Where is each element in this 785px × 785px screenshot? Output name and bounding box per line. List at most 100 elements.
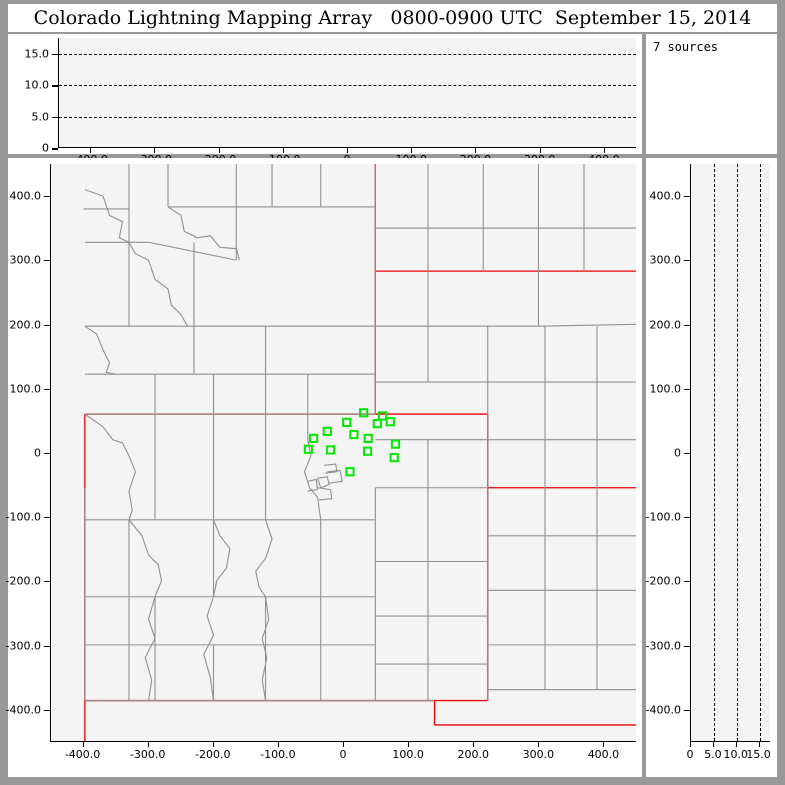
county-arapahoe bbox=[317, 487, 333, 501]
county-line-irregular-mtn2 bbox=[128, 519, 163, 597]
y-tick-label: 100.0 bbox=[649, 382, 682, 396]
time-height-panel: -400.0-300.0-200.0-100.00100.0200.0300.0… bbox=[8, 34, 642, 166]
y-tick-mark bbox=[684, 196, 690, 198]
y-tick-mark bbox=[52, 53, 58, 56]
y-tick-label: -100.0 bbox=[5, 510, 41, 524]
y-tick-mark bbox=[44, 645, 50, 647]
title-bar: Colorado Lightning Mapping Array 0800-09… bbox=[8, 4, 777, 32]
plan-view-plot-area[interactable] bbox=[50, 164, 636, 742]
x-tick-mark bbox=[282, 148, 284, 153]
lightning-source-marker[interactable] bbox=[345, 467, 355, 477]
y-tick-mark bbox=[684, 645, 690, 647]
lightning-source-marker[interactable] bbox=[325, 445, 336, 455]
y-tick-label: -200.0 bbox=[5, 574, 41, 588]
lightning-source-marker[interactable] bbox=[363, 433, 373, 443]
county-line-irregular-mtn4 bbox=[255, 519, 273, 598]
x-tick-mark bbox=[212, 742, 214, 747]
county-line-irregular-s1 bbox=[261, 596, 270, 701]
lightning-source-marker[interactable] bbox=[385, 417, 395, 427]
county-line-irregular-nw bbox=[84, 189, 130, 243]
y-tick-label: 400.0 bbox=[9, 189, 42, 203]
x-tick-label: -200.0 bbox=[195, 748, 231, 761]
x-tick-label: 200.0 bbox=[457, 748, 489, 761]
y-tick-mark bbox=[684, 453, 690, 454]
y-tick-label: 15.0 bbox=[24, 47, 50, 61]
gridline-vertical bbox=[759, 164, 761, 741]
y-tick-label: 0 bbox=[42, 141, 49, 155]
county-broomfield bbox=[323, 463, 338, 474]
x-tick-mark bbox=[218, 148, 220, 153]
x-tick-label: 10.0 bbox=[723, 748, 748, 761]
y-tick-label: 0 bbox=[34, 446, 41, 460]
lightning-source-marker[interactable] bbox=[362, 446, 373, 456]
x-tick-mark bbox=[411, 148, 413, 153]
time-height-plot-area[interactable] bbox=[58, 38, 636, 148]
x-tick-mark bbox=[538, 742, 540, 747]
y-tick-mark bbox=[684, 581, 690, 583]
lightning-source-marker[interactable] bbox=[303, 444, 313, 454]
y-tick-mark bbox=[44, 260, 50, 262]
x-tick-mark bbox=[473, 742, 475, 747]
lightning-source-marker[interactable] bbox=[372, 419, 382, 429]
y-tick-mark bbox=[684, 324, 690, 326]
x-tick-mark bbox=[277, 742, 279, 747]
lightning-source-marker[interactable] bbox=[309, 433, 319, 443]
lightning-source-marker[interactable] bbox=[377, 411, 388, 421]
y-tick-label: 5.0 bbox=[31, 110, 50, 124]
lightning-source-marker[interactable] bbox=[349, 429, 359, 440]
y-tick-label: -100.0 bbox=[645, 510, 681, 524]
y-tick-mark bbox=[44, 517, 50, 519]
gridline-horizontal bbox=[59, 53, 636, 55]
y-tick-label: 400.0 bbox=[649, 189, 682, 203]
y-tick-mark bbox=[44, 709, 50, 711]
y-tick-label: -300.0 bbox=[645, 639, 681, 653]
lightning-source-marker[interactable] bbox=[390, 439, 401, 449]
y-tick-mark bbox=[44, 324, 50, 326]
x-tick-mark bbox=[539, 148, 541, 153]
lightning-source-marker[interactable] bbox=[359, 408, 369, 418]
county-jefferson bbox=[307, 478, 319, 492]
y-tick-mark bbox=[684, 517, 690, 519]
y-tick-mark bbox=[684, 709, 690, 711]
county-line-irregular-n1 bbox=[167, 206, 241, 261]
y-tick-label: 100.0 bbox=[9, 382, 42, 396]
plan-view-map-panel: -400.0 -300.0 -200.0 -100.0 0 100.0 200.0 300.0… bbox=[5, 158, 642, 777]
lightning-source-marker[interactable] bbox=[389, 453, 399, 463]
gridline-vertical bbox=[736, 164, 738, 741]
county-line-irregular-mtn1 bbox=[84, 413, 137, 520]
y-tick-label: -300.0 bbox=[5, 639, 41, 653]
x-tick-label: 0 bbox=[339, 748, 347, 761]
gridline-horizontal bbox=[59, 116, 636, 118]
x-tick-mark bbox=[603, 148, 605, 153]
y-tick-label: 0 bbox=[674, 446, 681, 460]
county-line-h-3 bbox=[148, 241, 237, 261]
y-tick-mark bbox=[684, 260, 690, 262]
x-tick-mark bbox=[758, 742, 760, 747]
gridline-horizontal bbox=[59, 85, 636, 87]
x-tick-mark bbox=[735, 742, 737, 747]
y-tick-label: -200.0 bbox=[645, 574, 681, 588]
y-tick-mark bbox=[44, 581, 50, 583]
y-tick-mark bbox=[52, 148, 58, 150]
map-vector-layer bbox=[83, 164, 636, 741]
lightning-source-marker[interactable] bbox=[322, 426, 332, 436]
y-tick-mark bbox=[44, 453, 50, 454]
county-line-irregular-w1 bbox=[128, 241, 188, 327]
x-tick-mark bbox=[603, 742, 605, 747]
x-tick-label: 0 bbox=[686, 748, 694, 761]
x-tick-mark bbox=[343, 742, 344, 747]
lightning-source-marker[interactable] bbox=[342, 417, 352, 427]
x-tick-mark bbox=[90, 148, 92, 153]
height-latitude-plot-area[interactable] bbox=[690, 164, 770, 742]
x-tick-mark bbox=[147, 742, 149, 747]
x-tick-mark bbox=[154, 148, 156, 153]
x-tick-mark bbox=[347, 148, 348, 153]
x-tick-mark bbox=[408, 742, 410, 747]
x-tick-mark bbox=[82, 742, 84, 747]
y-tick-label: 200.0 bbox=[9, 318, 42, 332]
y-tick-mark bbox=[52, 85, 58, 87]
y-tick-mark bbox=[684, 388, 690, 390]
county-line-irregular-s2 bbox=[203, 596, 215, 701]
x-tick-label: -400.0 bbox=[64, 748, 101, 761]
x-tick-label: 300.0 bbox=[522, 748, 555, 761]
